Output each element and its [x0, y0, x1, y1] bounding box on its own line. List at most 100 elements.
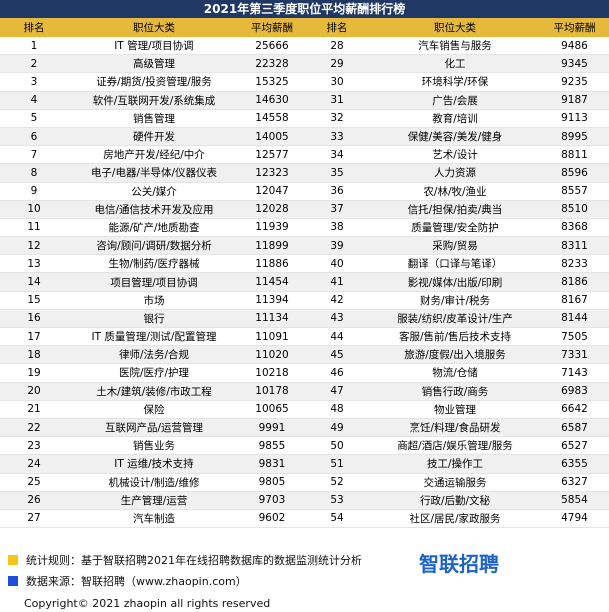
- table-row: 21 保险 10065 48 物业管理 6642: [0, 400, 609, 419]
- table-cell: 17: [0, 327, 68, 347]
- table-cell: 14: [0, 272, 68, 292]
- table-row: 26 生产管理/运营 9703 53 行政/后勤/文秘 5854: [0, 491, 609, 510]
- table-cell: 医院/医疗/护理: [68, 363, 240, 383]
- table-row: 24 IT 运维/技术支持 9831 51 技工/操作工 6355: [0, 454, 609, 474]
- table-row: 3 证券/期货/投资管理/服务 15325 30 环境科学/环保 9235: [0, 72, 609, 92]
- table-cell: 交通运输服务: [370, 473, 540, 492]
- table-cell: 商超/酒店/娱乐管理/服务: [370, 436, 540, 456]
- table-cell: 36: [304, 182, 370, 201]
- table-row: 20 土木/建筑/装修/市政工程 10178 47 销售行政/商务 6983: [0, 382, 609, 401]
- table-row: 19 医院/医疗/护理 10218 46 物流/仓储 7143: [0, 363, 609, 383]
- table-cell: 咨询/顾问/调研/数据分析: [68, 236, 240, 256]
- table-cell: 28: [304, 37, 370, 56]
- table-cell: 30: [304, 72, 370, 92]
- table-cell: 49: [304, 418, 370, 438]
- table-cell: 物业管理: [370, 400, 540, 419]
- table-cell: 9: [0, 182, 68, 201]
- table-cell: 11886: [240, 254, 304, 274]
- table-cell: 41: [304, 272, 370, 292]
- table-cell: 51: [304, 454, 370, 474]
- table-cell: 10: [0, 200, 68, 219]
- table-cell: 质量管理/安全防护: [370, 218, 540, 238]
- table-cell: 8: [0, 163, 68, 183]
- table-row: 11 能源/矿产/地质勘查 11939 38 质量管理/安全防护 8368: [0, 218, 609, 238]
- column-header: 排名: [0, 18, 68, 37]
- table-cell: 18: [0, 345, 68, 365]
- table-row: 22 互联网产品/运营管理 9991 49 烹饪/料理/食品研发 6587: [0, 418, 609, 438]
- table-cell: 翻译（口译与笔译）: [370, 254, 540, 274]
- table-row: 9 公关/媒介 12047 36 农/林/牧/渔业 8557: [0, 182, 609, 201]
- table-cell: 9703: [240, 491, 304, 510]
- table-cell: 9991: [240, 418, 304, 438]
- table-cell: 12323: [240, 163, 304, 183]
- table-cell: 11939: [240, 218, 304, 238]
- table-cell: 8811: [540, 145, 609, 165]
- table-cell: 保险: [68, 400, 240, 419]
- table-cell: 11899: [240, 236, 304, 256]
- copyright: Copyright© 2021 zhaopin all rights reser…: [24, 597, 271, 610]
- table-cell: 21: [0, 400, 68, 419]
- table-cell: 6355: [540, 454, 609, 474]
- table-cell: 11: [0, 218, 68, 238]
- table-cell: 32: [304, 109, 370, 128]
- table-cell: 39: [304, 236, 370, 256]
- table-cell: IT 质量管理/测试/配置管理: [68, 327, 240, 347]
- table-cell: 服装/纺织/皮革设计/生产: [370, 309, 540, 329]
- table-cell: 15325: [240, 72, 304, 92]
- table-cell: IT 运维/技术支持: [68, 454, 240, 474]
- table-cell: 保健/美容/美发/健身: [370, 127, 540, 147]
- table-cell: 33: [304, 127, 370, 147]
- table-cell: 高级管理: [68, 54, 240, 74]
- table-cell: 34: [304, 145, 370, 165]
- table-cell: 9855: [240, 436, 304, 456]
- table-row: 14 项目管理/项目协调 11454 41 影视/媒体/出版/印刷 8186: [0, 272, 609, 292]
- table-row: 6 硬件开发 14005 33 保健/美容/美发/健身 8995: [0, 127, 609, 147]
- table-cell: 9113: [540, 109, 609, 128]
- table-cell: 22328: [240, 54, 304, 74]
- table-cell: 8995: [540, 127, 609, 147]
- table-row: 8 电子/电器/半导体/仪器仪表 12323 35 人力资源 8596: [0, 163, 609, 183]
- table-cell: 律师/法务/合规: [68, 345, 240, 365]
- table-cell: 27: [0, 509, 68, 529]
- column-header: 排名: [304, 18, 370, 37]
- table-cell: 化工: [370, 54, 540, 74]
- rule-text: 统计规则：基于智联招聘2021年在线招聘数据库的数据监测统计分析: [26, 554, 362, 567]
- table-cell: 汽车制造: [68, 509, 240, 529]
- table-cell: 8186: [540, 272, 609, 292]
- table-row: 18 律师/法务/合规 11020 45 旅游/度假/出入境服务 7331: [0, 345, 609, 365]
- table-row: 27 汽车制造 9602 54 社区/居民/家政服务 4794: [0, 509, 609, 529]
- table-cell: 硬件开发: [68, 127, 240, 147]
- table-cell: 26: [0, 491, 68, 510]
- table-cell: 25666: [240, 37, 304, 56]
- table-cell: 9805: [240, 473, 304, 492]
- table-cell: 11134: [240, 309, 304, 329]
- table-row: 2 高级管理 22328 29 化工 9345: [0, 54, 609, 74]
- table-cell: 6587: [540, 418, 609, 438]
- table-cell: 9235: [540, 72, 609, 92]
- table-cell: 6327: [540, 473, 609, 492]
- salary-table: 排名 职位大类 平均薪酬 排名 职位大类 平均薪酬 1 IT 管理/项目协调 25666 28 汽…: [0, 18, 609, 529]
- table-cell: 6642: [540, 400, 609, 419]
- table-row: 1 IT 管理/项目协调 25666 28 汽车销售与服务 9486: [0, 37, 609, 56]
- table-cell: 29: [304, 54, 370, 74]
- table-cell: IT 管理/项目协调: [68, 37, 240, 56]
- table-cell: 旅游/度假/出入境服务: [370, 345, 540, 365]
- table-cell: 物流/仓储: [370, 363, 540, 383]
- column-header: 平均薪酬: [540, 18, 609, 37]
- table-cell: 6527: [540, 436, 609, 456]
- table-cell: 44: [304, 327, 370, 347]
- table-cell: 43: [304, 309, 370, 329]
- table-cell: 广告/会展: [370, 91, 540, 110]
- table-cell: 财务/审计/税务: [370, 291, 540, 310]
- table-cell: 35: [304, 163, 370, 183]
- table-cell: 7331: [540, 345, 609, 365]
- table-cell: 16: [0, 309, 68, 329]
- table-cell: 31: [304, 91, 370, 110]
- table-cell: 7: [0, 145, 68, 165]
- header-row: 排名 职位大类 平均薪酬 排名 职位大类 平均薪酬: [0, 18, 609, 37]
- table-cell: 47: [304, 382, 370, 401]
- table-cell: 电子/电器/半导体/仪器仪表: [68, 163, 240, 183]
- table-cell: 42: [304, 291, 370, 310]
- table-cell: 互联网产品/运营管理: [68, 418, 240, 438]
